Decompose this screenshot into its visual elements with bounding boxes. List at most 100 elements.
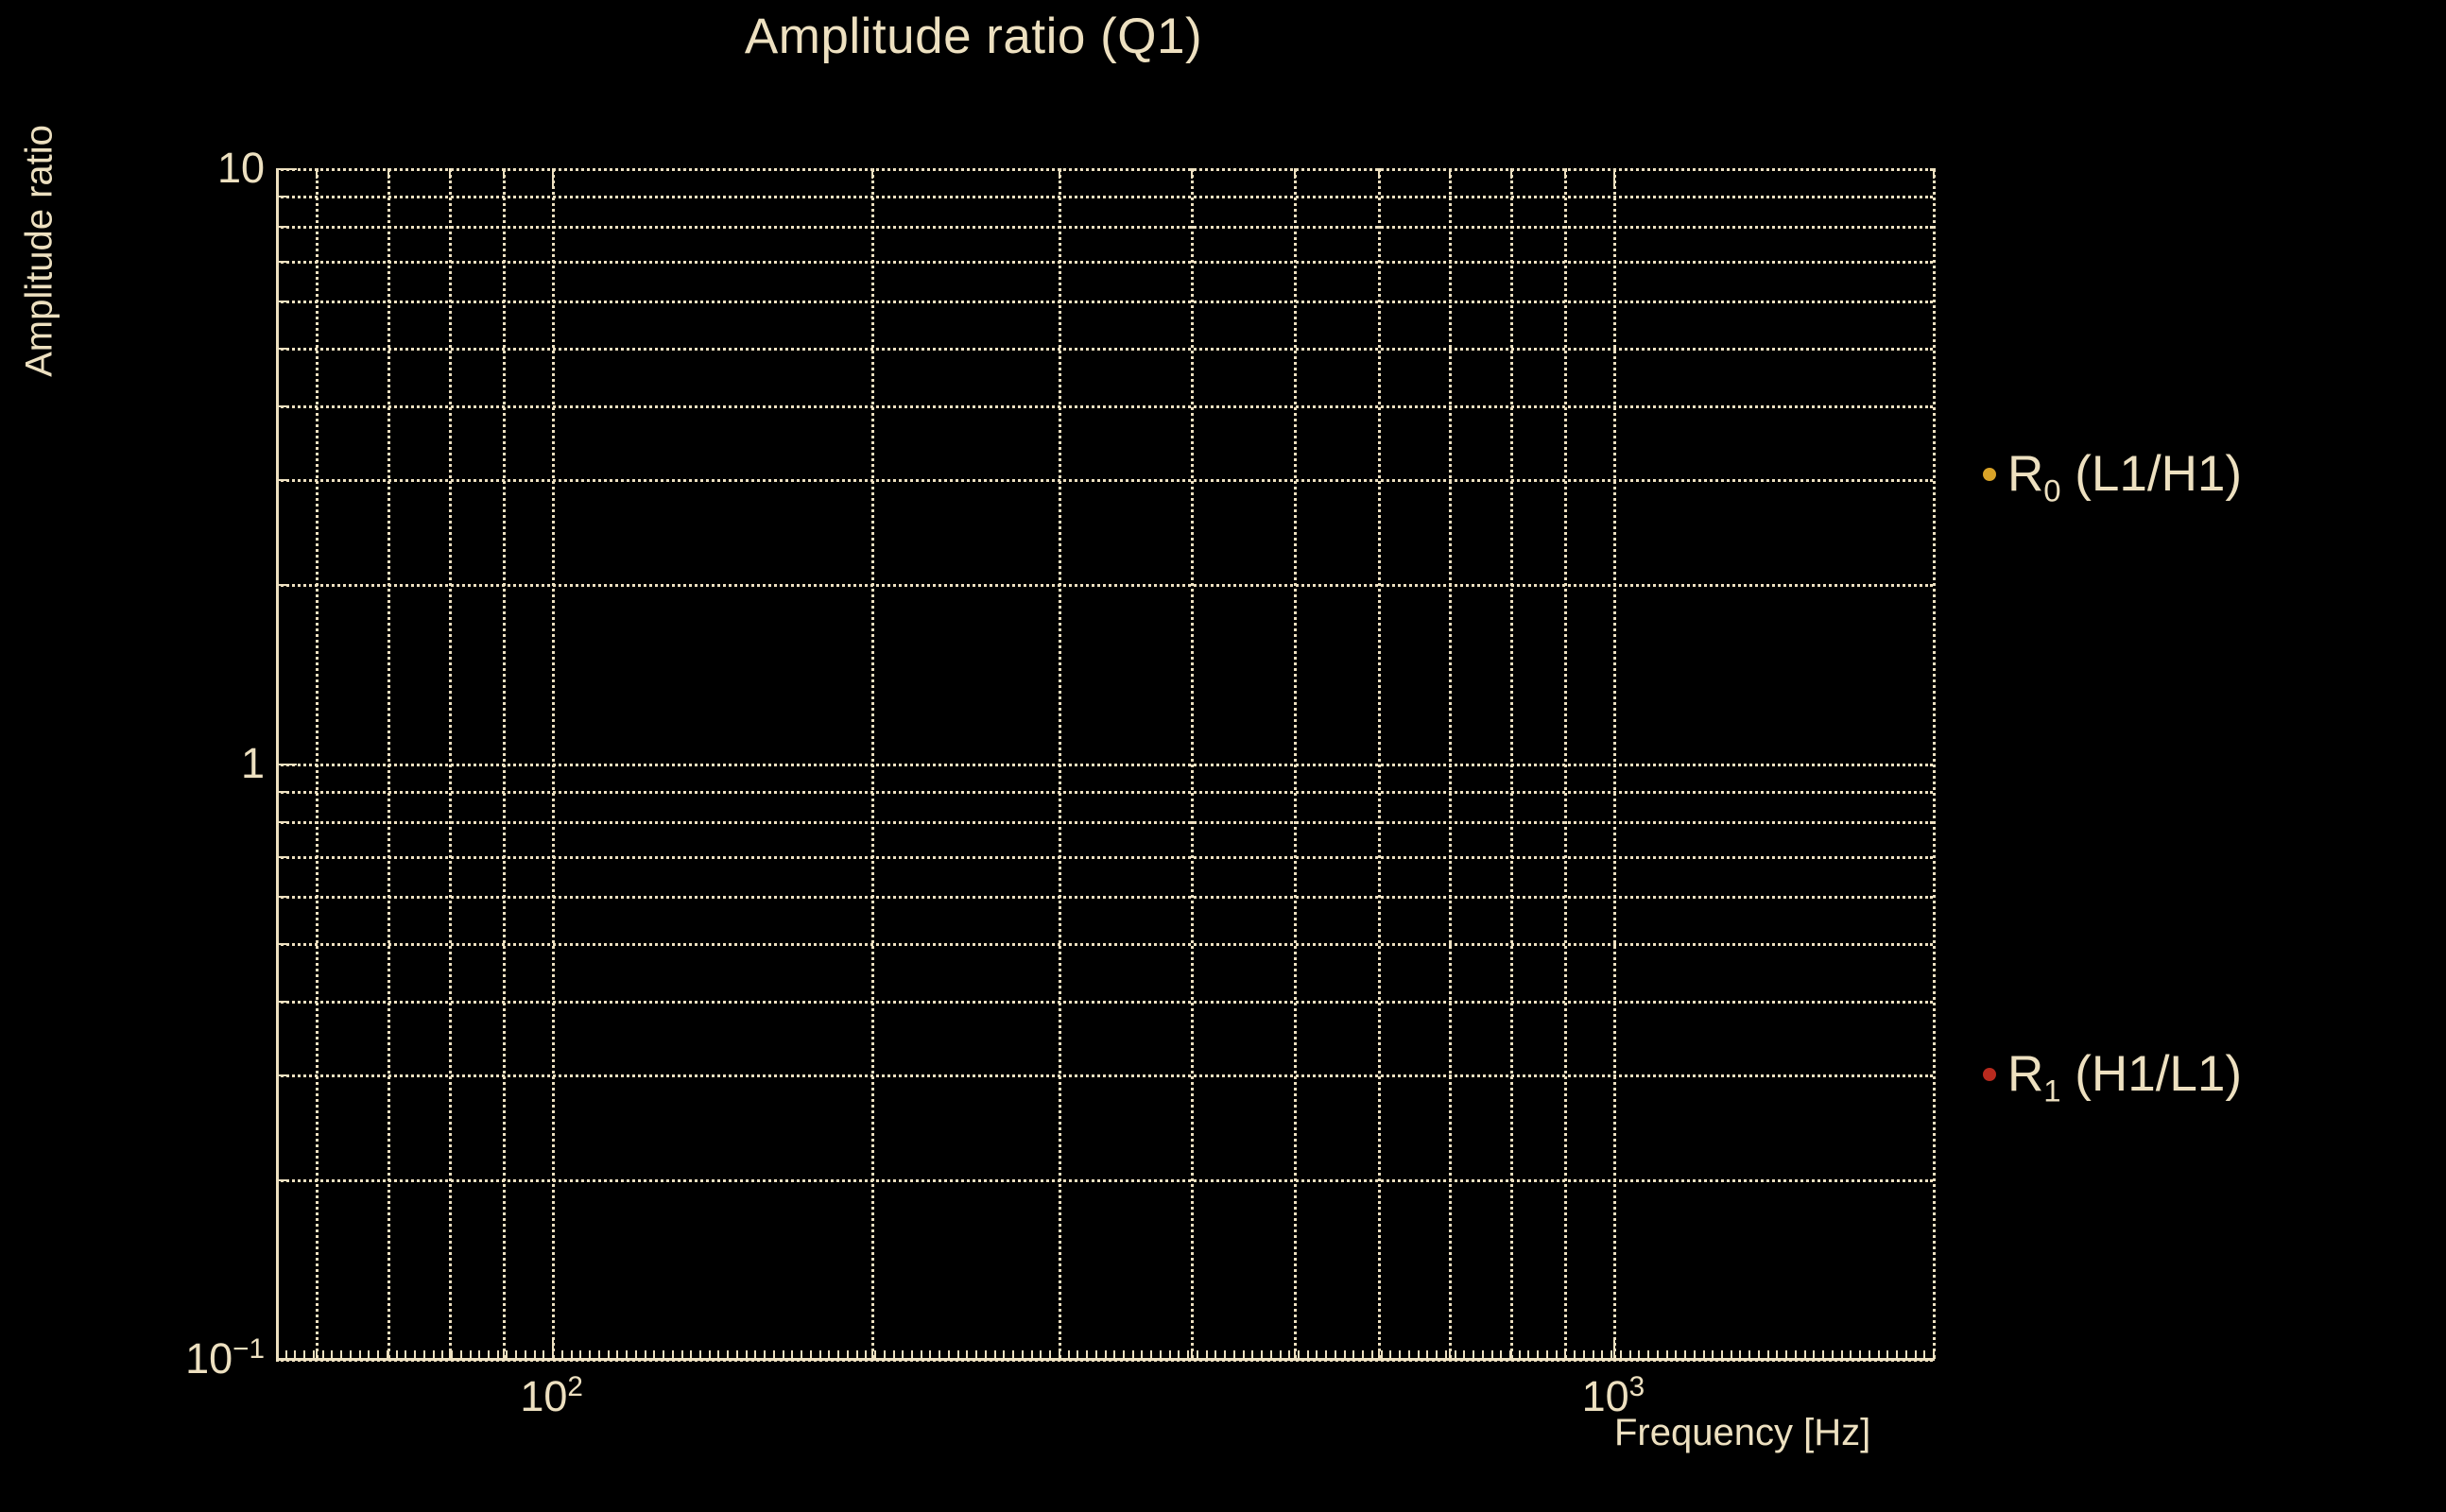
x-axis-tick-top — [1510, 168, 1513, 179]
x-axis-minor-tick — [801, 1350, 803, 1359]
x-axis-minor-tick — [1794, 1350, 1797, 1359]
x-axis-tick-top — [1058, 168, 1060, 179]
gridline-horizontal — [276, 347, 1933, 351]
legend-label: R1 (H1/L1) — [2007, 1046, 2243, 1108]
x-axis-minor-tick — [1030, 1350, 1033, 1359]
plot-area — [276, 168, 1936, 1362]
x-axis-minor-tick — [727, 1350, 730, 1359]
x-axis-minor-tick — [515, 1350, 518, 1359]
x-axis-minor-tick — [432, 1350, 435, 1359]
x-axis-minor-tick — [1362, 1350, 1365, 1359]
x-axis-minor-tick — [1298, 1350, 1301, 1359]
x-axis-tick-top — [551, 168, 554, 189]
x-axis-tick — [551, 1338, 554, 1359]
gridline-horizontal — [276, 404, 1933, 408]
y-axis-tick — [276, 260, 286, 263]
x-axis-minor-tick — [892, 1350, 895, 1359]
x-axis-minor-tick — [395, 1350, 398, 1359]
x-axis-minor-tick — [626, 1350, 629, 1359]
x-axis-minor-tick — [809, 1350, 812, 1359]
x-axis-minor-tick — [1058, 1350, 1060, 1359]
x-axis-tick — [503, 1349, 506, 1359]
x-axis-tick-top — [870, 168, 873, 179]
x-axis-minor-tick — [1647, 1350, 1650, 1359]
x-axis-minor-tick — [1904, 1350, 1907, 1359]
x-axis-minor-tick — [1564, 1350, 1567, 1359]
x-axis-minor-tick — [1407, 1350, 1410, 1359]
gridline-horizontal — [276, 855, 1933, 859]
x-axis-minor-tick — [1343, 1350, 1346, 1359]
x-axis-minor-tick — [680, 1350, 683, 1359]
x-axis-minor-tick — [735, 1350, 738, 1359]
x-axis-minor-tick — [294, 1350, 297, 1359]
x-tick-label: 102 — [520, 1371, 583, 1420]
x-axis-tick-top — [1612, 168, 1615, 189]
x-axis-minor-tick — [1316, 1350, 1318, 1359]
x-axis-minor-tick — [1555, 1350, 1558, 1359]
gridline-horizontal — [276, 260, 1933, 264]
x-axis-minor-tick — [1159, 1350, 1162, 1359]
x-axis-minor-tick — [1776, 1350, 1779, 1359]
x-axis-minor-tick — [910, 1350, 913, 1359]
x-axis-tick — [1190, 1349, 1193, 1359]
x-axis-minor-tick — [616, 1350, 619, 1359]
legend-marker-dot-icon — [1983, 467, 1996, 481]
x-axis-minor-tick — [1868, 1350, 1870, 1359]
x-axis-minor-tick — [1214, 1350, 1217, 1359]
x-axis-minor-tick — [1113, 1350, 1116, 1359]
x-axis-minor-tick — [487, 1350, 490, 1359]
x-axis-minor-tick — [1104, 1350, 1107, 1359]
x-axis-minor-tick — [570, 1350, 573, 1359]
y-axis-tick — [276, 821, 286, 824]
x-axis-minor-tick — [349, 1350, 352, 1359]
x-axis-tick-top — [1933, 168, 1935, 179]
x-axis-minor-tick — [698, 1350, 701, 1359]
x-axis-minor-tick — [1537, 1350, 1540, 1359]
x-axis-minor-tick — [1527, 1350, 1530, 1359]
x-axis-minor-tick — [414, 1350, 417, 1359]
x-axis-minor-tick — [1739, 1350, 1742, 1359]
x-axis-minor-tick — [1601, 1350, 1604, 1359]
x-axis-minor-tick — [1500, 1350, 1503, 1359]
x-axis-minor-tick — [451, 1350, 454, 1359]
y-axis-tick — [276, 790, 286, 793]
x-axis-minor-tick — [1886, 1350, 1889, 1359]
x-axis-tick — [870, 1349, 873, 1359]
x-axis-minor-tick — [929, 1350, 932, 1359]
gridline-horizontal — [276, 790, 1933, 794]
y-axis-tick — [276, 226, 286, 229]
x-axis-minor-tick — [368, 1350, 370, 1359]
y-axis-tick — [276, 404, 286, 407]
y-axis-tick — [276, 895, 286, 898]
y-axis-tick — [276, 855, 286, 858]
x-axis-minor-tick — [855, 1350, 858, 1359]
x-axis-minor-tick — [597, 1350, 600, 1359]
gridline-horizontal — [276, 226, 1933, 230]
x-axis-minor-tick — [284, 1350, 287, 1359]
x-axis-minor-tick — [947, 1350, 950, 1359]
x-axis-minor-tick — [543, 1350, 545, 1359]
x-axis-minor-tick — [984, 1350, 987, 1359]
x-axis-minor-tick — [469, 1350, 472, 1359]
x-axis-minor-tick — [1693, 1350, 1696, 1359]
x-axis-minor-tick — [865, 1350, 868, 1359]
y-axis-tick — [276, 195, 286, 198]
x-axis-minor-tick — [589, 1350, 592, 1359]
x-axis-minor-tick — [607, 1350, 610, 1359]
x-axis-minor-tick — [1545, 1350, 1548, 1359]
x-axis-minor-tick — [874, 1350, 877, 1359]
x-axis-minor-tick — [837, 1350, 840, 1359]
x-axis-minor-tick — [312, 1350, 315, 1359]
y-axis-tick — [276, 1179, 286, 1182]
legend-entry-0[interactable]: R0 (L1/H1) — [1983, 449, 2242, 507]
x-axis-minor-tick — [920, 1350, 922, 1359]
x-axis-minor-tick — [1803, 1350, 1806, 1359]
x-axis-title: Frequency [Hz] — [1614, 1412, 1871, 1453]
x-axis-minor-tick — [1757, 1350, 1760, 1359]
legend-entry-1[interactable]: R1 (H1/L1) — [1983, 1046, 2243, 1108]
y-axis-tick — [276, 1000, 286, 1003]
x-axis-minor-tick — [717, 1350, 720, 1359]
x-axis-minor-tick — [1463, 1350, 1466, 1359]
x-axis-minor-tick — [1168, 1350, 1171, 1359]
x-axis-tick-top — [1564, 168, 1567, 179]
